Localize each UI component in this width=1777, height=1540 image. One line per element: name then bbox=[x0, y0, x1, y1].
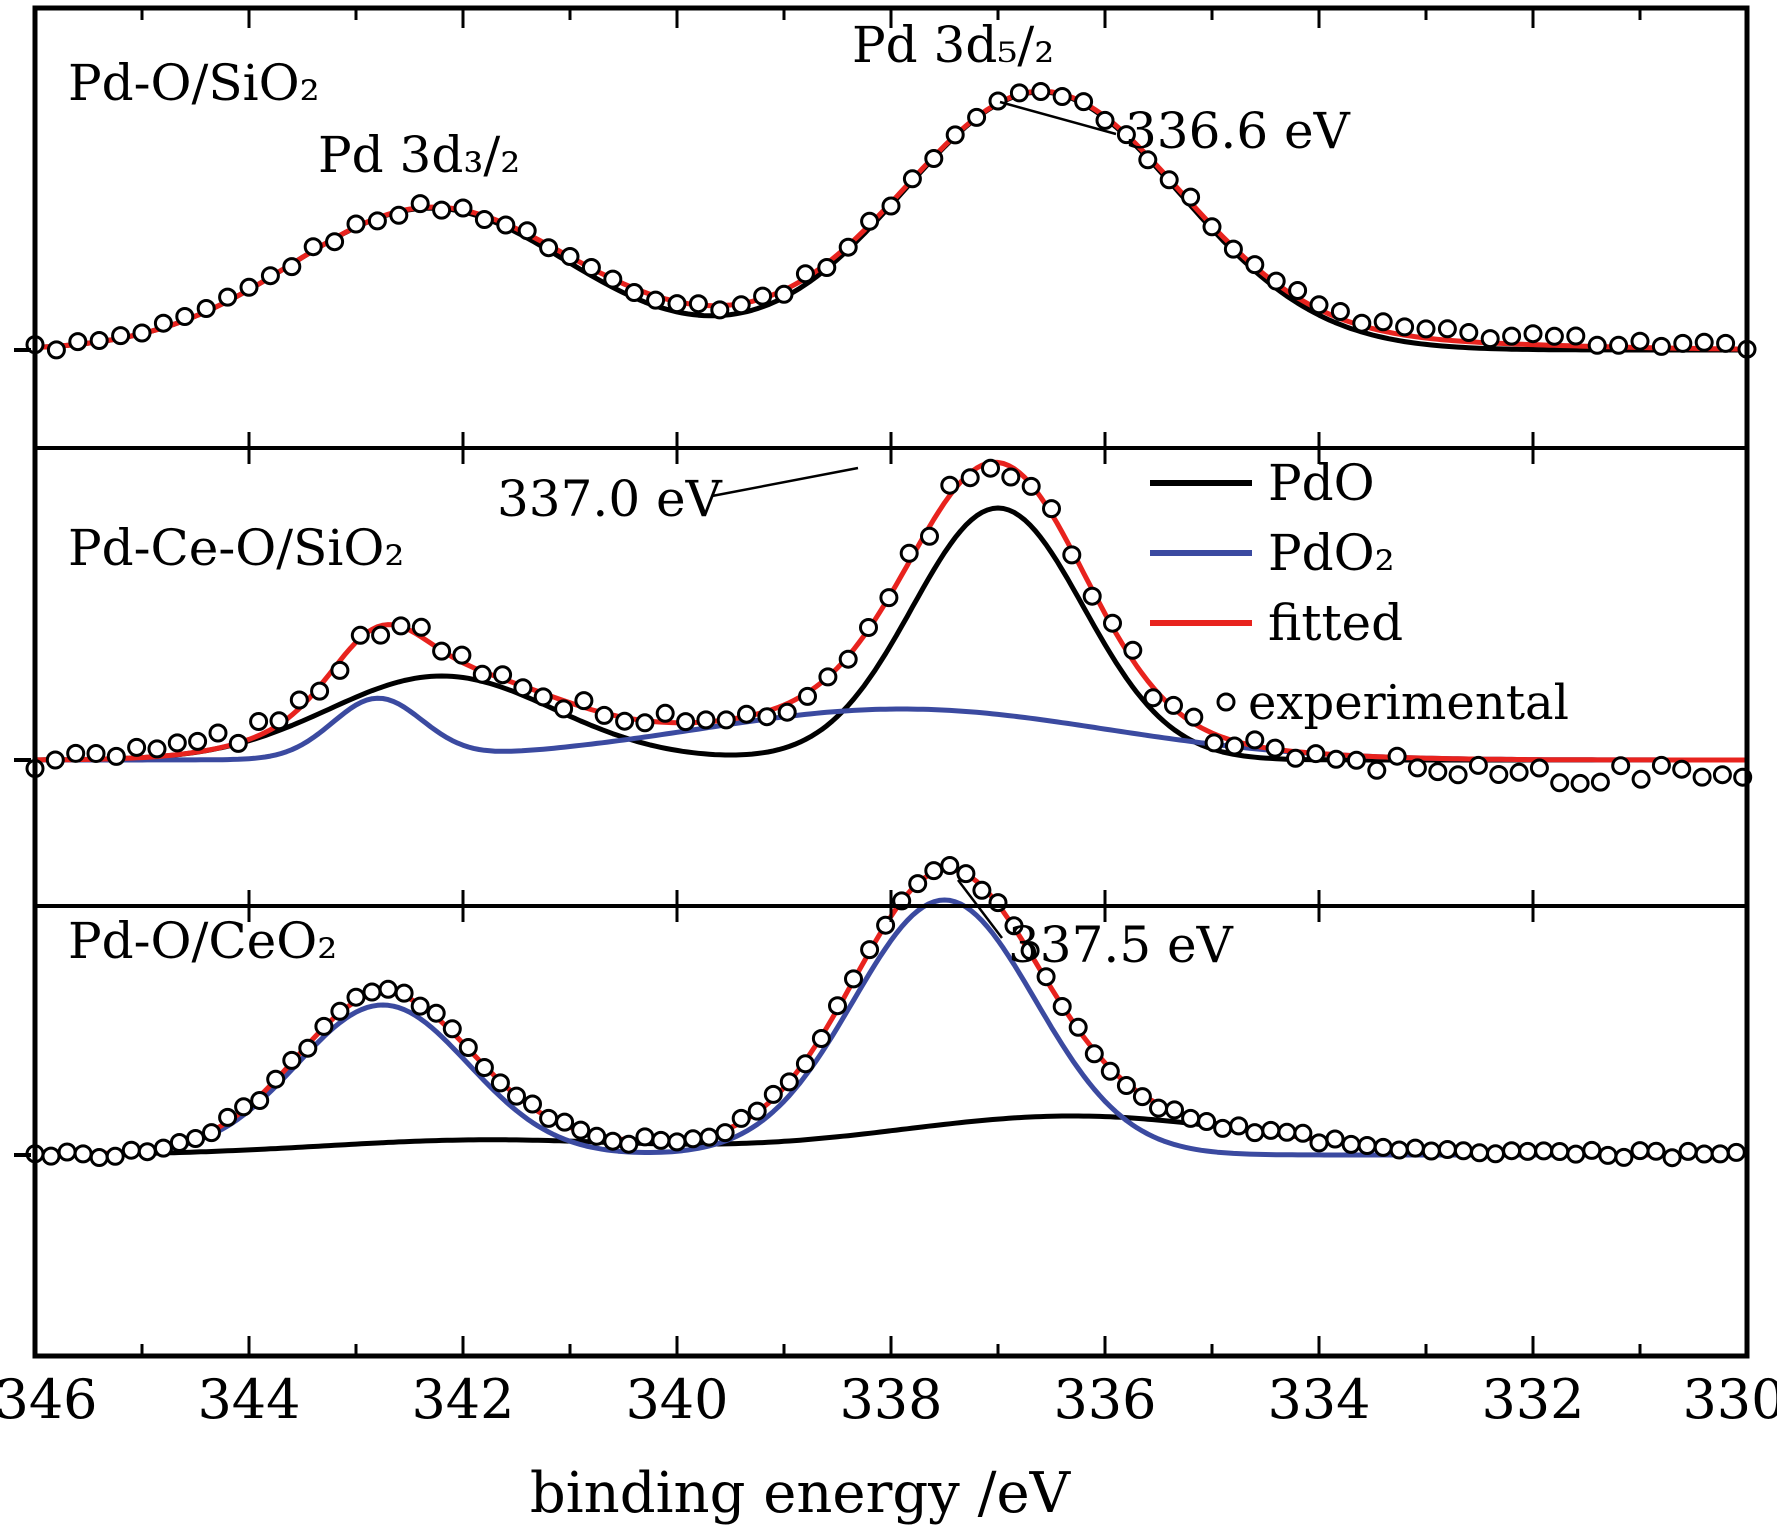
x-tick-label: 340 bbox=[625, 1368, 728, 1431]
panel1-peak-3-2-label: Pd 3d₃/₂ bbox=[318, 126, 520, 184]
x-tick-label: 344 bbox=[197, 1368, 300, 1431]
panel3-annotation-pointer-line bbox=[957, 879, 1003, 939]
legend: PdO PdO₂ fitted experimental bbox=[1150, 454, 1569, 731]
panel2-energy-annotation: 337.0 eV bbox=[497, 470, 723, 528]
legend-label-pdo: PdO bbox=[1268, 454, 1375, 512]
x-tick-label: 334 bbox=[1267, 1368, 1370, 1431]
panel2-sample-label: Pd-Ce-O/SiO₂ bbox=[68, 519, 404, 577]
plot-border bbox=[32, 5, 1750, 1359]
panel-2-curves bbox=[25, 458, 1753, 793]
panel2-annotation-pointer-line bbox=[711, 466, 859, 498]
panel-1-curves bbox=[25, 82, 1757, 360]
x-tick-label: 330 bbox=[1682, 1368, 1777, 1431]
panel-3-curves bbox=[25, 856, 1750, 1168]
x-tick-label: 346 bbox=[0, 1368, 98, 1431]
panel1-peak-5-2-label: Pd 3d₅/₂ bbox=[852, 16, 1054, 74]
x-tick-label: 342 bbox=[411, 1368, 514, 1431]
panel-3-experimental-points bbox=[25, 856, 1746, 1168]
panel-2-experimental-points bbox=[25, 458, 1753, 793]
panel1-energy-annotation: 336.6 eV bbox=[1125, 102, 1351, 160]
curves-layer bbox=[25, 82, 1757, 1168]
x-axis-title: binding energy /eV bbox=[530, 1461, 1072, 1526]
x-tick-label: 332 bbox=[1481, 1368, 1584, 1431]
panel1-sample-label: Pd-O/SiO₂ bbox=[68, 54, 320, 112]
panel3-sample-label: Pd-O/CeO₂ bbox=[68, 912, 337, 970]
legend-marker-experimental-icon bbox=[1216, 692, 1236, 712]
legend-label-fitted: fitted bbox=[1268, 594, 1403, 652]
x-axis-tick-labels: 346 344 342 340 338 336 334 332 330 bbox=[0, 1368, 1777, 1431]
legend-label-pdo2: PdO₂ bbox=[1268, 524, 1395, 582]
panel-1-experimental-points bbox=[25, 82, 1757, 360]
x-tick-label: 336 bbox=[1053, 1368, 1156, 1431]
panel3-energy-annotation: 337.5 eV bbox=[1008, 916, 1234, 974]
x-tick-label: 338 bbox=[839, 1368, 942, 1431]
panel1-annotation-pointer-line bbox=[999, 100, 1117, 136]
axis-ticks bbox=[14, 10, 1749, 1354]
legend-label-experimental: experimental bbox=[1248, 675, 1569, 731]
